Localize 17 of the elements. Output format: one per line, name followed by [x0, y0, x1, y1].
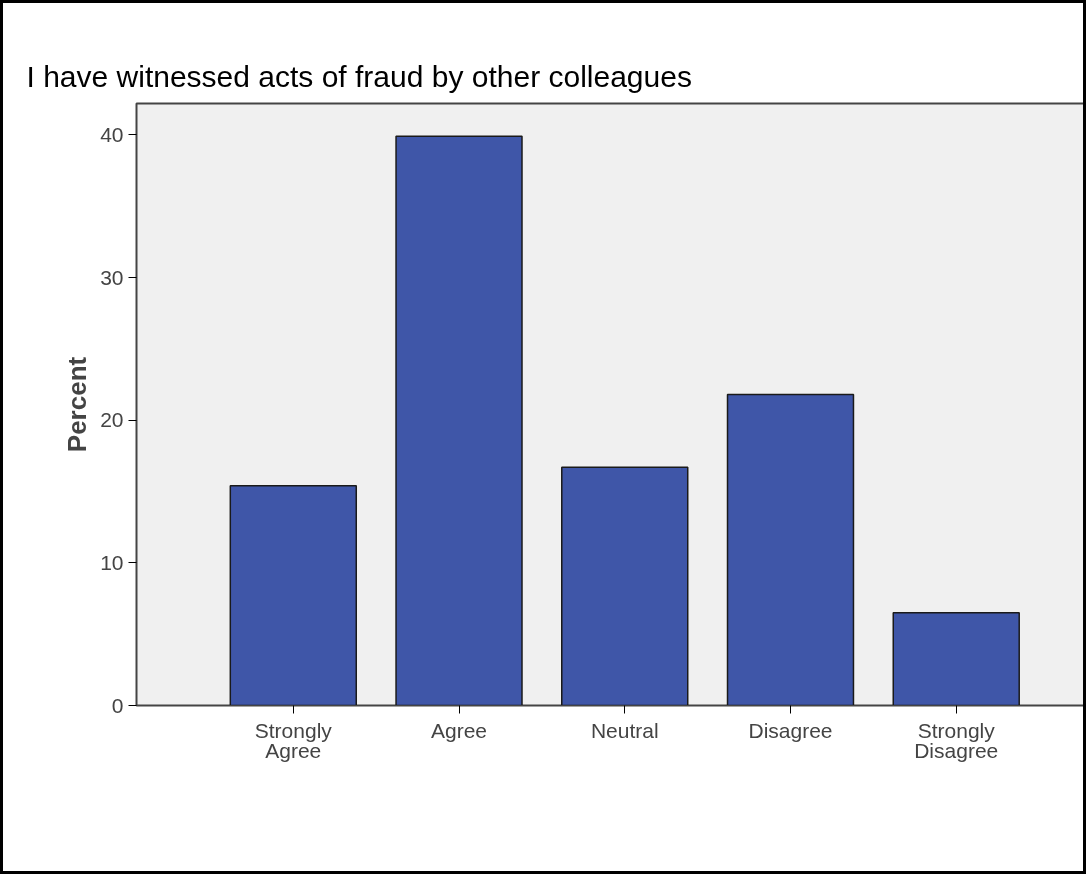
- chart-title: I have witnessed acts of fraud by other colleagues: [26, 59, 692, 93]
- x-tick-label: Neutral: [590, 718, 659, 742]
- bar: [892, 612, 1020, 706]
- x-tick-label: Agree: [431, 718, 488, 742]
- y-tick-label: 20: [100, 408, 124, 432]
- x-tick-label: Strongly Agree: [254, 718, 333, 763]
- bar: [229, 485, 358, 706]
- x-tick-label: Disagree: [748, 718, 833, 742]
- y-tick-label: 0: [111, 693, 124, 717]
- bar: [561, 466, 689, 706]
- x-tick-label: Strongly Disagree: [914, 718, 999, 763]
- bar: [395, 135, 523, 706]
- bar: [726, 393, 855, 706]
- y-tick-label: 10: [100, 550, 124, 574]
- y-tick-label: 40: [100, 122, 124, 146]
- y-axis-title: Percent: [62, 356, 93, 453]
- y-tick-label: 30: [100, 265, 124, 289]
